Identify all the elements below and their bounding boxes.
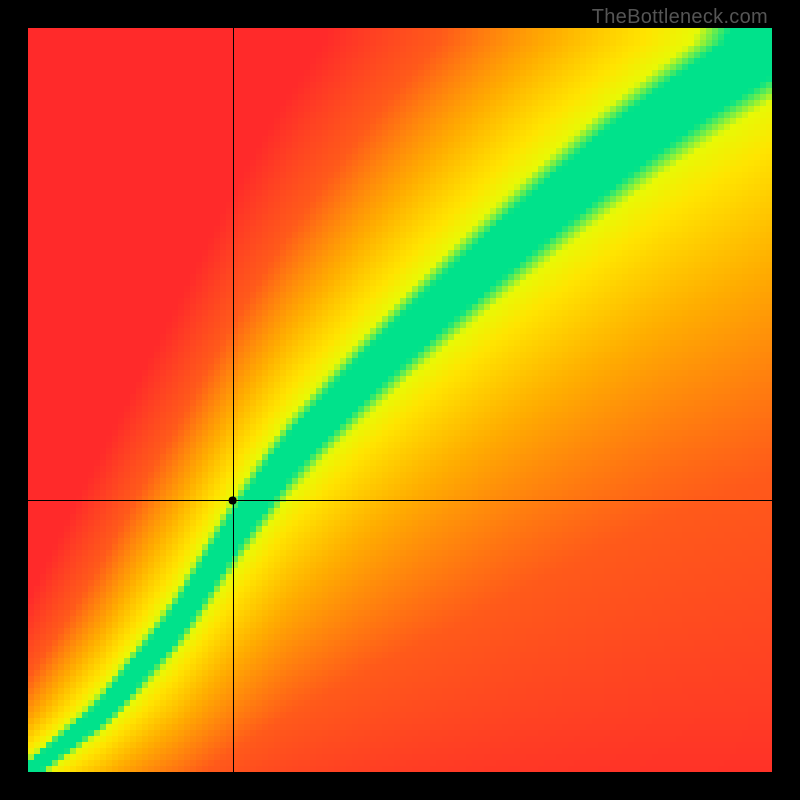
watermark-text: TheBottleneck.com: [592, 6, 768, 29]
bottleneck-heatmap: [0, 0, 800, 800]
